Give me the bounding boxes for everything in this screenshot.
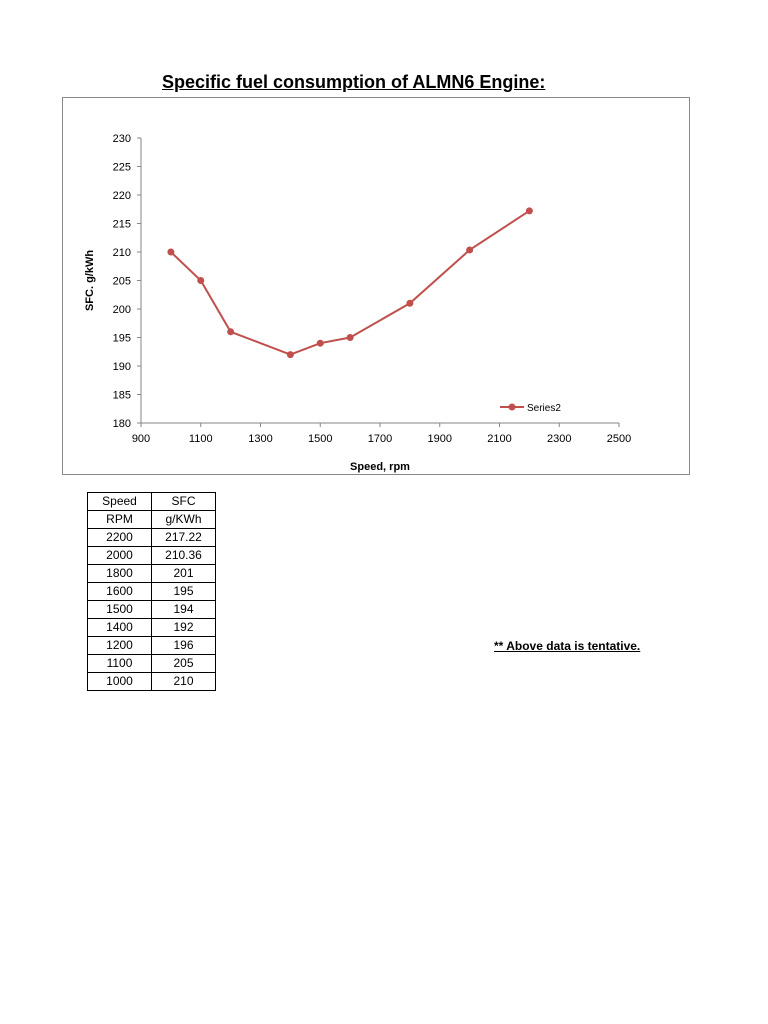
speed-cell: 1100 <box>87 654 152 673</box>
table-row: 1600 195 <box>87 582 216 601</box>
y-tick-label: 200 <box>113 304 131 316</box>
sfc-cell: 195 <box>151 582 216 601</box>
sfc-cell: g/KWh <box>151 510 216 529</box>
sfc-line-chart: 180 185 190 195 200 205 210 215 220 225 230 900 1100… <box>84 133 631 473</box>
speed-cell: 1000 <box>87 672 152 691</box>
x-axis-title: Speed, rpm <box>350 461 410 473</box>
sfc-cell: 194 <box>151 600 216 619</box>
table-row: 1500 194 <box>87 600 216 619</box>
table-row: 1100 205 <box>87 654 216 673</box>
speed-cell: RPM <box>87 510 152 529</box>
chart-frame: 180 185 190 195 200 205 210 215 220 225 230 900 1100… <box>62 97 690 475</box>
y-tick-label: 180 <box>113 418 131 430</box>
table-header-row: RPM g/KWh <box>87 510 216 529</box>
series-line <box>170 210 530 356</box>
y-tick-label: 205 <box>113 276 131 288</box>
data-point <box>197 277 205 284</box>
speed-cell: 2000 <box>87 546 152 565</box>
y-tick-label: 190 <box>113 361 131 373</box>
x-tick-label: 2100 <box>487 433 511 445</box>
y-tick-label: 185 <box>113 390 131 402</box>
data-point <box>406 299 414 307</box>
table-row: 1400 192 <box>87 618 216 637</box>
x-tick-label: 1300 <box>248 433 272 445</box>
x-tick-label: 1500 <box>308 433 332 445</box>
speed-cell: 1800 <box>87 564 152 583</box>
data-point <box>346 334 354 341</box>
x-tick-label: 2300 <box>547 433 571 445</box>
speed-cell: 1600 <box>87 582 152 601</box>
y-tick-label: 230 <box>113 133 131 145</box>
data-point <box>227 328 235 336</box>
data-table: Speed SFC RPM g/KWh 2200 217.22 2000 210.36 1800… <box>87 492 216 691</box>
y-tick-label: 225 <box>113 162 131 174</box>
speed-cell: 1500 <box>87 600 152 619</box>
x-tick-label: 1100 <box>189 433 213 445</box>
data-point <box>466 246 474 254</box>
table-row: 2200 217.22 <box>87 528 216 547</box>
x-tick-label: 900 <box>132 433 150 445</box>
x-tick-label: 2500 <box>607 433 631 445</box>
legend-marker <box>508 403 516 411</box>
y-tick-label: 215 <box>113 219 131 231</box>
table-row: 1800 201 <box>87 564 216 583</box>
legend-label: Series2 <box>527 403 561 414</box>
tentative-note: ** Above data is tentative. <box>494 639 641 653</box>
page-title: Specific fuel consumption of ALMN6 Engin… <box>162 72 546 92</box>
sfc-cell: 205 <box>151 654 216 673</box>
data-point <box>167 248 175 256</box>
y-tick-label: 220 <box>113 190 131 202</box>
sfc-cell: 210.36 <box>151 546 216 565</box>
speed-cell: 2200 <box>87 528 152 547</box>
data-point <box>525 207 533 215</box>
table-header-row: Speed SFC <box>87 492 216 511</box>
y-axis-title: SFC. g/kWh <box>84 250 96 311</box>
speed-cell: 1200 <box>87 636 152 655</box>
x-tick-label: 1700 <box>368 433 392 445</box>
sfc-cell: 217.22 <box>151 528 216 547</box>
speed-cell: Speed <box>87 492 152 511</box>
table-row: 2000 210.36 <box>87 546 216 565</box>
sfc-cell: 192 <box>151 618 216 637</box>
speed-cell: 1400 <box>87 618 152 637</box>
table-row: 1000 210 <box>87 672 216 691</box>
sfc-cell: 196 <box>151 636 216 655</box>
y-tick-label: 210 <box>113 247 131 259</box>
y-tick-label: 195 <box>113 333 131 345</box>
x-tick-label: 1900 <box>428 433 452 445</box>
data-point <box>316 339 324 347</box>
table-row: 1200 196 <box>87 636 216 655</box>
sfc-cell: SFC <box>151 492 216 511</box>
sfc-cell: 210 <box>151 672 216 691</box>
sfc-cell: 201 <box>151 564 216 583</box>
data-point <box>286 351 294 359</box>
